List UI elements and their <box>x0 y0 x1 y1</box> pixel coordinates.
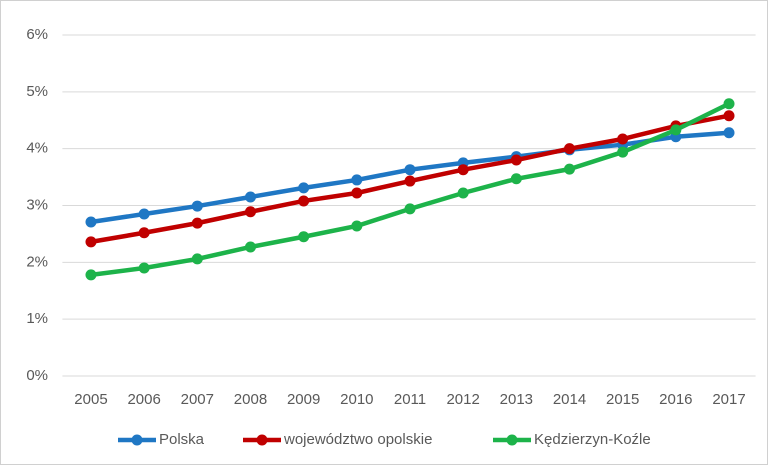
data-point <box>244 191 256 203</box>
data-point <box>404 203 416 215</box>
data-point <box>723 127 735 139</box>
data-point <box>351 220 363 232</box>
x-tick-label: 2016 <box>659 391 692 408</box>
data-point <box>351 187 363 199</box>
data-point <box>138 227 150 239</box>
data-point <box>351 174 363 186</box>
data-point <box>85 216 97 228</box>
data-point <box>404 164 416 176</box>
data-point <box>298 182 310 194</box>
y-tick-label: 5% <box>26 83 48 100</box>
data-point <box>85 236 97 248</box>
data-point <box>191 217 203 229</box>
data-point <box>723 98 735 110</box>
x-tick-label: 2005 <box>74 391 107 408</box>
data-point <box>404 175 416 187</box>
data-point <box>457 187 469 199</box>
x-tick-label: 2014 <box>553 391 586 408</box>
y-tick-label: 1% <box>26 310 48 327</box>
data-point <box>85 269 97 281</box>
x-tick-label: 2011 <box>394 391 426 408</box>
x-tick-label: 2007 <box>181 391 214 408</box>
data-point <box>138 262 150 274</box>
data-point <box>564 163 576 175</box>
x-tick-label: 2008 <box>234 391 267 408</box>
y-tick-label: 3% <box>26 196 48 213</box>
legend-marker <box>506 434 518 446</box>
legend-label: województwo opolskie <box>283 431 432 448</box>
legend-label: Polska <box>159 431 205 448</box>
data-point <box>723 110 735 122</box>
x-tick-label: 2010 <box>340 391 373 408</box>
legend-label: Kędzierzyn-Koźle <box>534 431 651 448</box>
y-tick-label: 4% <box>26 140 48 157</box>
x-tick-label: 2006 <box>127 391 160 408</box>
data-point <box>670 124 682 136</box>
y-tick-label: 2% <box>26 253 48 270</box>
data-point <box>510 173 522 185</box>
legend-marker <box>256 434 268 446</box>
data-point <box>191 253 203 265</box>
data-point <box>564 143 576 155</box>
y-tick-label: 0% <box>26 367 48 384</box>
data-point <box>617 146 629 158</box>
data-point <box>457 164 469 176</box>
data-point <box>510 154 522 166</box>
data-point <box>138 208 150 220</box>
x-tick-label: 2012 <box>446 391 479 408</box>
data-point <box>244 241 256 253</box>
y-tick-label: 6% <box>26 26 48 43</box>
data-point <box>191 200 203 212</box>
x-tick-label: 2009 <box>287 391 320 408</box>
data-point <box>298 231 310 243</box>
x-tick-label: 2015 <box>606 391 639 408</box>
x-tick-label: 2013 <box>500 391 533 408</box>
data-point <box>617 133 629 145</box>
legend-marker <box>131 434 143 446</box>
data-point <box>244 206 256 218</box>
data-point <box>298 195 310 207</box>
x-tick-label: 2017 <box>712 391 745 408</box>
